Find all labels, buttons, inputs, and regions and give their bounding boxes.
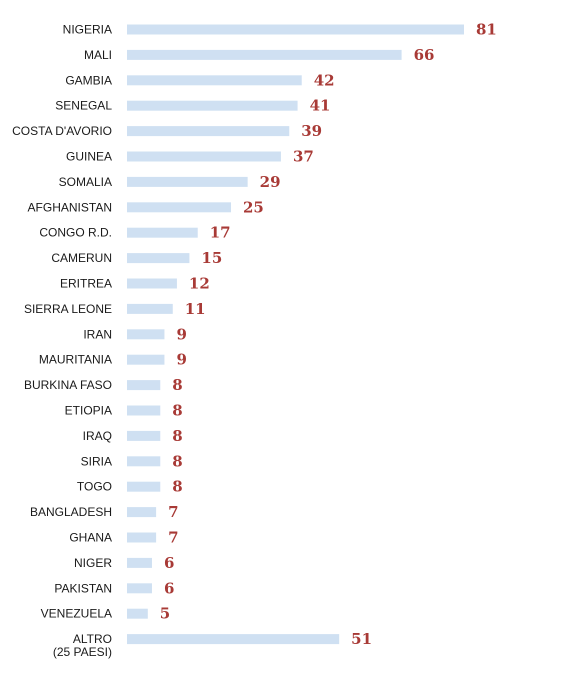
value-label-pakistan: 6 [164, 579, 174, 597]
category-label-gambia: GAMBIA [65, 73, 112, 87]
bar-ghana [127, 532, 157, 543]
bars-group [127, 24, 464, 645]
category-label-costa-d-avorio: COSTA D'AVORIO [12, 124, 112, 138]
category-label-camerun: CAMERUN [51, 251, 112, 265]
value-label-siria: 8 [172, 452, 182, 470]
value-label-iraq: 8 [172, 427, 182, 445]
value-label-afghanistan: 25 [243, 198, 264, 216]
value-label-altro: 51 [351, 630, 372, 648]
value-label-ghana: 7 [168, 529, 178, 547]
value-label-iran: 9 [176, 325, 186, 343]
value-label-eritrea: 12 [189, 275, 210, 293]
bar-altro [127, 634, 340, 645]
bar-iraq [127, 430, 161, 441]
bar-afghanistan [127, 202, 232, 213]
value-label-bangladesh: 7 [168, 503, 178, 521]
category-label-nigeria: NIGERIA [63, 23, 112, 37]
value-label-niger: 6 [164, 554, 174, 572]
category-label-bangladesh: BANGLADESH [30, 505, 112, 519]
category-label-somalia: SOMALIA [59, 175, 112, 189]
category-label-iraq: IRAQ [83, 429, 112, 443]
value-label-etiopia: 8 [172, 402, 182, 420]
bar-mali [127, 49, 402, 60]
category-label-niger: NIGER [74, 556, 112, 570]
category-label-siria: SIRIA [81, 454, 112, 468]
category-label-ghana: GHANA [69, 531, 112, 545]
bar-mauritania [127, 354, 165, 365]
value-label-mali: 66 [414, 46, 435, 64]
bar-guinea [127, 151, 281, 162]
value-label-togo: 8 [172, 478, 182, 496]
category-label-senegal: SENEGAL [55, 99, 112, 113]
bar-venezuela [127, 608, 148, 619]
bar-camerun [127, 253, 190, 264]
value-label-senegal: 41 [310, 97, 331, 115]
bar-gambia [127, 75, 302, 86]
category-label-guinea: GUINEA [66, 150, 112, 164]
value-label-sierra-leone: 11 [185, 300, 206, 318]
bar-togo [127, 481, 161, 492]
bar-congo-r-d [127, 227, 198, 238]
category-label-burkina-faso: BURKINA FASO [24, 378, 112, 392]
value-label-mauritania: 9 [176, 351, 186, 369]
bar-senegal [127, 100, 298, 111]
category-label-eritrea: ERITREA [60, 277, 112, 291]
value-label-guinea: 37 [293, 148, 314, 166]
value-label-burkina-faso: 8 [172, 376, 182, 394]
category-label-iran: IRAN [83, 327, 112, 341]
value-label-gambia: 42 [314, 71, 335, 89]
bar-niger [127, 557, 152, 568]
category-label-congo-r-d: CONGO R.D. [39, 226, 112, 240]
value-label-costa-d-avorio: 39 [301, 122, 322, 140]
bar-pakistan [127, 583, 152, 594]
bar-sierra-leone [127, 303, 173, 314]
category-label-pakistan: PAKISTAN [54, 581, 112, 595]
value-label-congo-r-d: 17 [210, 224, 231, 242]
bar-siria [127, 456, 161, 467]
category-labels-group: NIGERIA MALI GAMBIA SENEGAL COSTA D'AVORIO GU… [12, 23, 112, 660]
bar-costa-d-avorio [127, 126, 290, 137]
category-label-togo: TOGO [77, 480, 112, 494]
value-label-nigeria: 81 [476, 21, 497, 39]
bar-nigeria [127, 24, 464, 35]
bar-burkina-faso [127, 380, 161, 391]
category-label-mali: MALI [84, 48, 112, 62]
bar-etiopia [127, 405, 161, 416]
bar-bangladesh [127, 507, 157, 518]
value-label-venezuela: 5 [160, 605, 170, 623]
category-label-afghanistan: AFGHANISTAN [28, 200, 112, 214]
value-label-camerun: 15 [201, 249, 222, 267]
bar-somalia [127, 176, 248, 187]
category-label-altro: ALTRO (25 PAESI) [53, 632, 112, 659]
bar-eritrea [127, 278, 177, 289]
category-label-venezuela: VENEZUELA [41, 607, 112, 621]
value-label-somalia: 29 [260, 173, 281, 191]
category-label-mauritania: MAURITANIA [39, 353, 112, 367]
bar-iran [127, 329, 165, 340]
category-label-sierra-leone: SIERRA LEONE [24, 302, 112, 316]
category-label-etiopia: ETIOPIA [65, 404, 112, 418]
